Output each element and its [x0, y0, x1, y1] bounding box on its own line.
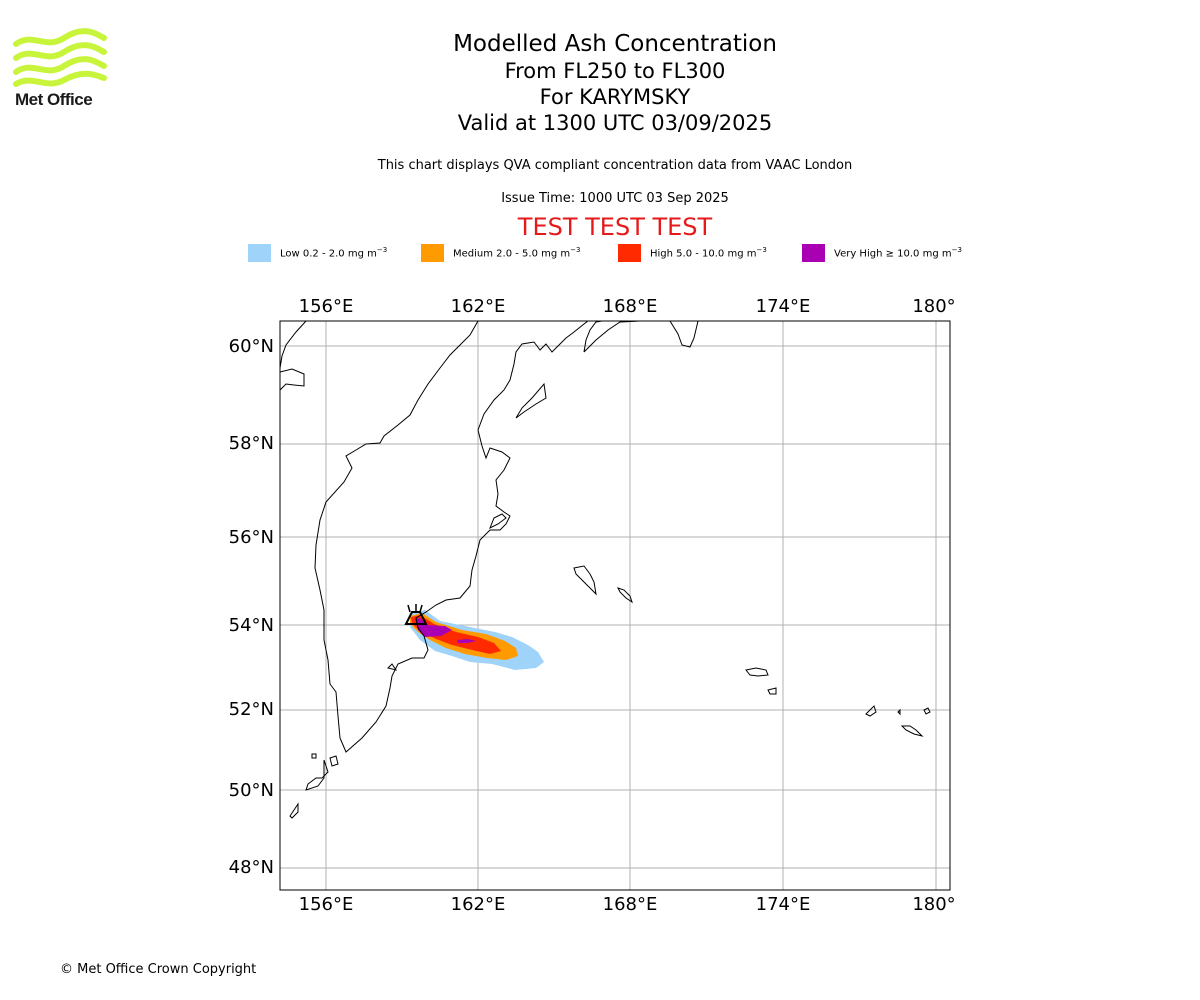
lon-label-180-top: 180° — [912, 296, 955, 317]
legend-swatch-high — [618, 244, 641, 262]
commander-island-medny — [617, 587, 633, 604]
lon-label-162e-top: 162°E — [451, 296, 506, 317]
aleutian-island-east — [900, 725, 924, 737]
lon-label-168e-bottom: 168°E — [603, 894, 658, 915]
lon-label-162e-bottom: 162°E — [451, 894, 506, 915]
kronotsky-cape — [489, 513, 507, 530]
kuril-onekotan — [305, 759, 329, 791]
legend-label-very-high: Very High ≥ 10.0 mg m−3 — [834, 246, 962, 260]
lat-labels: 60°N 58°N 56°N 54°N 52°N 50°N 48°N — [229, 336, 274, 878]
commander-island-bering — [573, 565, 597, 596]
aleutian-rat-islands — [865, 705, 931, 717]
lon-label-174e-top: 174°E — [756, 296, 811, 317]
aleutian-near-islands — [745, 667, 777, 695]
legend: Low 0.2 - 2.0 mg m−3 Medium 2.0 - 5.0 mg… — [0, 244, 1200, 264]
ash-plume — [410, 610, 544, 670]
volcano-name: For KARYMSKY — [539, 85, 691, 109]
kuril-shumshu — [311, 753, 317, 759]
magadan-coast — [280, 368, 305, 391]
map-content — [280, 321, 950, 890]
map-frame — [279, 320, 951, 891]
lon-label-168e-top: 168°E — [603, 296, 658, 317]
lat-label-50n: 50°N — [229, 780, 274, 801]
legend-swatch-very-high — [802, 244, 825, 262]
met-office-logo-icon — [13, 28, 107, 87]
lat-label-52n: 52°N — [229, 699, 274, 720]
ash-very-high-area — [415, 618, 452, 637]
lon-labels-bottom: 156°E 162°E 168°E 174°E 180° — [299, 894, 956, 915]
karaginsky-island — [515, 382, 547, 419]
lon-label-180-bottom: 180° — [912, 894, 955, 915]
lat-label-60n: 60°N — [229, 336, 274, 357]
koryak-coast — [669, 321, 699, 348]
lon-label-174e-bottom: 174°E — [756, 894, 811, 915]
lon-labels-top: 156°E 162°E 168°E 174°E 180° — [299, 296, 956, 317]
logo-text: Met Office — [15, 90, 93, 109]
ash-high-area — [411, 615, 501, 654]
legend-swatch-medium — [421, 244, 444, 262]
lat-label-58n: 58°N — [229, 433, 274, 454]
lat-label-56n: 56°N — [229, 527, 274, 548]
lon-label-156e-top: 156°E — [299, 296, 354, 317]
lon-label-156e-bottom: 156°E — [299, 894, 354, 915]
ash-very-high-core — [457, 639, 476, 643]
legend-swatch-low — [248, 244, 271, 262]
graticule — [280, 321, 950, 890]
lat-label-48n: 48°N — [229, 857, 274, 878]
shipunsky-coast — [387, 663, 398, 671]
copyright-notice: © Met Office Crown Copyright — [60, 962, 257, 977]
coastlines — [280, 321, 931, 819]
kamchatka-coast-west — [280, 321, 307, 369]
lat-label-54n: 54°N — [229, 615, 274, 636]
chart-title: Modelled Ash Concentration — [453, 31, 777, 57]
volcano-icon — [404, 604, 428, 625]
kuril-island-south — [289, 802, 299, 819]
legend-label-high: High 5.0 - 10.0 mg m−3 — [650, 246, 767, 260]
chart-titles: Modelled Ash Concentration From FL250 to… — [330, 30, 900, 136]
issue-time: Issue Time: 1000 UTC 03 Sep 2025 — [501, 191, 729, 206]
legend-label-low: Low 0.2 - 2.0 mg m−3 — [280, 246, 388, 260]
valid-time: Valid at 1300 UTC 03/09/2025 — [457, 111, 773, 135]
chart-description: This chart displays QVA compliant concen… — [377, 158, 853, 173]
kuril-paramushir — [329, 755, 339, 767]
penzhina-bay-coast — [583, 321, 641, 353]
test-banner: TEST TEST TEST — [517, 213, 713, 241]
legend-label-medium: Medium 2.0 - 5.0 mg m−3 — [453, 246, 581, 260]
flight-level-range: From FL250 to FL300 — [504, 59, 726, 83]
